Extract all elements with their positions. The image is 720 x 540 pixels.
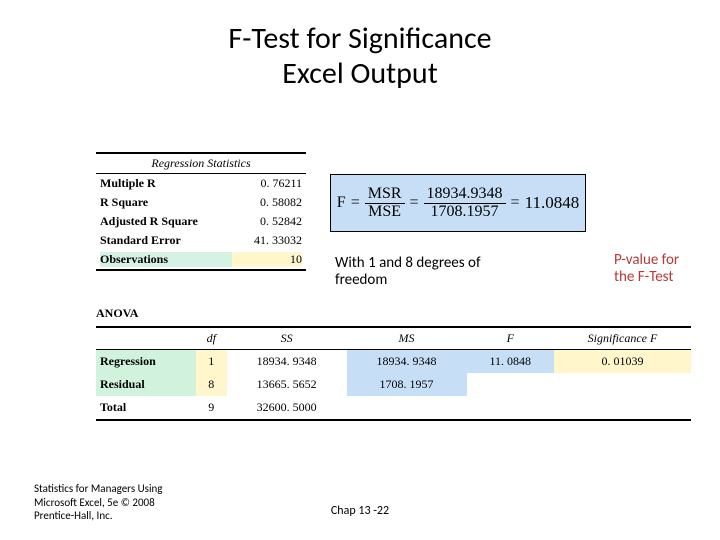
anova-cell xyxy=(467,373,554,396)
regstats-value: 10 xyxy=(232,252,302,267)
equals-sign: = xyxy=(405,194,424,212)
frac-den: 1708.1957 xyxy=(428,204,502,221)
regstats-value: 0. 58082 xyxy=(232,195,302,210)
anova-cell: 8 xyxy=(196,373,227,396)
anova-title: ANOVA xyxy=(96,306,691,326)
note-line: P-value for xyxy=(614,251,679,269)
formula-result: 11.0848 xyxy=(525,193,580,213)
anova-cell: 1708. 1957 xyxy=(347,373,467,396)
anova-cell: 0. 01039 xyxy=(554,350,691,374)
anova-header: SS xyxy=(227,327,347,350)
regstats-label: R Square xyxy=(100,195,232,210)
anova-rowlabel: Regression xyxy=(96,350,196,374)
anova-cell: 18934. 9348 xyxy=(347,350,467,374)
anova-header: MS xyxy=(347,327,467,350)
regstats-value: 0. 76211 xyxy=(232,176,302,191)
anova-rowlabel: Residual xyxy=(96,373,196,396)
regstats-heading: Regression Statistics xyxy=(96,152,306,174)
f-formula-box: F = MSR MSE = 18934.9348 1708.1957 = 11.… xyxy=(330,174,586,232)
frac-den: MSE xyxy=(365,204,404,221)
footer-page-number: Chap 13 -22 xyxy=(0,504,720,518)
f-formula: F = MSR MSE = 18934.9348 1708.1957 = 11.… xyxy=(337,186,579,221)
anova-header: F xyxy=(467,327,554,350)
anova-row-regression: Regression 1 18934. 9348 18934. 9348 11.… xyxy=(96,350,691,374)
p-value-note: P-value for the F-Test xyxy=(614,252,714,287)
anova-table: ANOVA df SS MS F Significance F Regressi… xyxy=(96,306,691,421)
anova-cell xyxy=(554,396,691,420)
anova-header: Significance F xyxy=(554,327,691,350)
frac-num: MSR xyxy=(365,186,405,204)
anova-header: df xyxy=(196,327,227,350)
anova-cell xyxy=(554,373,691,396)
regstats-value: 0. 52842 xyxy=(232,214,302,229)
anova-cell: 1 xyxy=(196,350,227,374)
anova-header xyxy=(96,327,196,350)
note-line: With 1 and 8 degrees of xyxy=(335,254,481,272)
anova-cell xyxy=(467,396,554,420)
regstats-label: Multiple R xyxy=(100,176,232,191)
formula-lhs: F xyxy=(337,194,346,212)
equals-sign: = xyxy=(506,194,525,212)
equals-sign: = xyxy=(346,194,365,212)
anova-cell: 13665. 5652 xyxy=(227,373,347,396)
title-line2: Excel Output xyxy=(282,55,438,92)
degrees-of-freedom-note: With 1 and 8 degrees of freedom xyxy=(335,255,515,290)
anova-cell: 11. 0848 xyxy=(467,350,554,374)
regression-statistics-table: Regression Statistics Multiple R 0. 7621… xyxy=(96,152,306,271)
slide-title: F-Test for Significance Excel Output xyxy=(0,0,720,91)
anova-cell: 9 xyxy=(196,396,227,420)
anova-cell: 32600. 5000 xyxy=(227,396,347,420)
anova-header-row: df SS MS F Significance F xyxy=(96,327,691,350)
regstats-label: Standard Error xyxy=(100,233,232,248)
regstats-value: 41. 33032 xyxy=(232,233,302,248)
anova-cell xyxy=(347,396,467,420)
anova-row-residual: Residual 8 13665. 5652 1708. 1957 xyxy=(96,373,691,396)
anova-row-total: Total 9 32600. 5000 xyxy=(96,396,691,420)
footer-line: Statistics for Managers Using xyxy=(34,482,162,495)
fraction-symbolic: MSR MSE xyxy=(365,186,405,221)
anova-cell: 18934. 9348 xyxy=(227,350,347,374)
note-line: freedom xyxy=(335,271,387,289)
anova-rowlabel: Total xyxy=(96,396,196,420)
note-line: the F-Test xyxy=(614,268,673,286)
title-line1: F-Test for Significance xyxy=(228,20,491,57)
regstats-label: Adjusted R Square xyxy=(100,214,232,229)
frac-num: 18934.9348 xyxy=(424,186,506,204)
regstats-label: Observations xyxy=(100,252,232,267)
fraction-numeric: 18934.9348 1708.1957 xyxy=(424,186,506,221)
